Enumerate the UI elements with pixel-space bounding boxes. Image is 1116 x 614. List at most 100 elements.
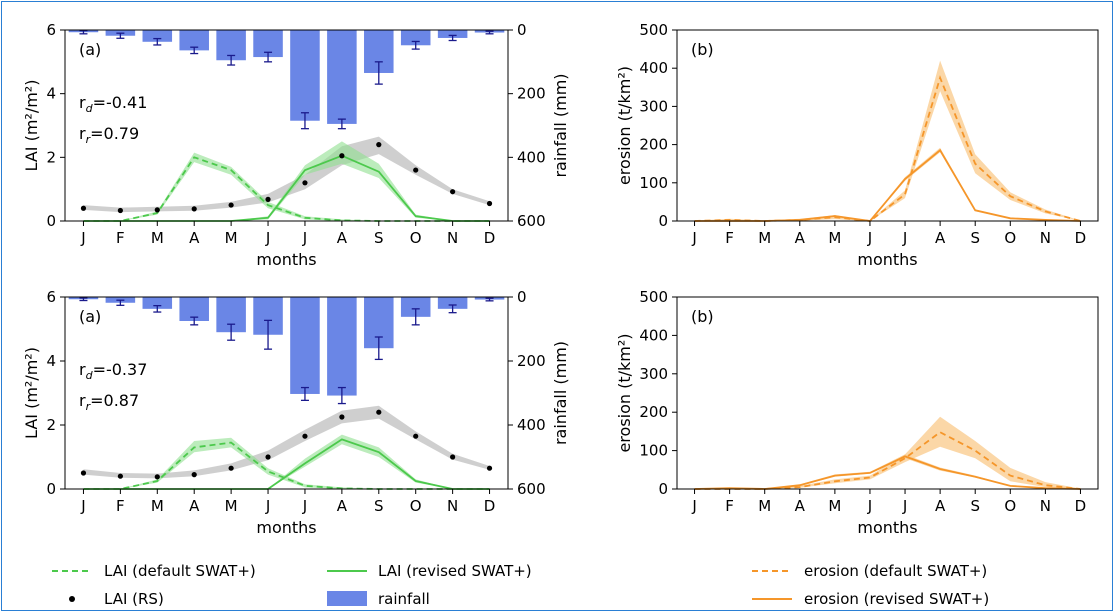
x-axis-label: months — [256, 250, 316, 269]
x-tick-label: A — [189, 229, 200, 247]
lai-rs-point — [376, 409, 382, 415]
y-tick-label-right: 400 — [517, 148, 546, 166]
x-tick-label: M — [828, 229, 841, 247]
y-tick-label-left: 4 — [46, 352, 56, 370]
x-tick-label: O — [1004, 497, 1016, 515]
erosion-panel-4: J F M A M J J A S O N D 0 100 200 300 400 500 months erosio… — [615, 288, 1099, 537]
x-tick-label: J — [265, 229, 270, 247]
lai-rs-point — [228, 202, 234, 208]
lai-default-band — [83, 437, 490, 489]
x-tick-label: F — [116, 497, 125, 515]
plot-frame — [64, 29, 509, 222]
lai-rs-point — [339, 414, 345, 420]
y-tick-label-right: 0 — [517, 21, 527, 39]
x-tick-label: J — [867, 229, 872, 247]
erosion-revised-band — [694, 147, 1081, 221]
y-tick-label-left: 6 — [46, 288, 56, 306]
y-axis-label-left: LAI (m²/m²) — [22, 347, 41, 439]
legend-rainfall-swatch — [327, 591, 367, 606]
lai-rs-point — [265, 196, 271, 202]
rainfall-bar — [327, 30, 357, 124]
y-tick-label-left: 0 — [46, 212, 56, 230]
legend-rainfall-label: rainfall — [378, 590, 430, 608]
erosion-revised-line — [694, 148, 1081, 222]
x-tick-label: N — [1040, 229, 1051, 247]
lai-rs-point — [413, 433, 419, 439]
lai-rs-point — [117, 473, 123, 479]
stat-label: rd=-0.37 — [79, 360, 147, 382]
x-tick-label: N — [447, 497, 458, 515]
lai-rs-point — [154, 207, 160, 213]
x-tick-label: D — [1075, 497, 1087, 515]
x-tick-label: M — [151, 497, 164, 515]
x-tick-label: O — [410, 497, 422, 515]
lai-rs-point — [228, 465, 234, 471]
x-tick-label: A — [795, 229, 806, 247]
x-tick-label: S — [970, 497, 980, 515]
y-tick-label: 300 — [639, 365, 668, 383]
x-tick-label: A — [795, 497, 806, 515]
y-axis-label-right: rainfall (mm) — [551, 341, 570, 445]
x-tick-label: D — [1075, 229, 1087, 247]
x-tick-label: D — [484, 229, 496, 247]
x-tick-label: O — [1004, 229, 1016, 247]
rainfall-bar — [437, 297, 468, 309]
lai-default-band — [83, 152, 490, 221]
lai-rs-point — [450, 189, 456, 195]
x-tick-label: M — [758, 229, 771, 247]
lai-rs-point — [80, 470, 87, 476]
erosion-default-band — [694, 60, 1081, 221]
y-tick-label-left: 4 — [46, 85, 56, 103]
panel-label: (b) — [691, 307, 714, 326]
lai-rs-band — [83, 405, 490, 479]
rainfall-bar — [290, 297, 320, 394]
x-axis-label: months — [857, 518, 917, 537]
x-tick-label: A — [337, 497, 348, 515]
x-tick-label: S — [374, 497, 384, 515]
x-tick-label: F — [725, 229, 734, 247]
stat-label: rr=0.79 — [79, 124, 139, 146]
x-tick-label: N — [1040, 497, 1051, 515]
lai-rs-point — [339, 153, 345, 159]
panel-label: (a) — [79, 307, 101, 326]
x-axis-label: months — [256, 518, 316, 537]
x-tick-label: M — [151, 229, 164, 247]
legend-lai-revised-label: LAI (revised SWAT+) — [378, 562, 532, 580]
y-tick-label: 100 — [639, 174, 668, 192]
rainfall-bar — [142, 30, 173, 42]
y-tick-label: 100 — [639, 442, 668, 460]
y-axis-label-right: rainfall (mm) — [551, 73, 570, 177]
x-tick-label: M — [225, 229, 238, 247]
lai-rs-point — [265, 454, 271, 460]
lai-rs-point — [486, 465, 493, 471]
y-tick-label-left: 2 — [46, 148, 56, 166]
x-tick-label: F — [725, 497, 734, 515]
x-tick-label: J — [867, 497, 872, 515]
x-tick-label: M — [758, 497, 771, 515]
legend-lai-rs-label: LAI (RS) — [104, 590, 164, 608]
x-tick-label: S — [970, 229, 980, 247]
lai-rs-point — [450, 454, 456, 460]
stat-label: rd=-0.41 — [79, 93, 147, 115]
y-axis-label-left: LAI (m²/m²) — [22, 80, 41, 172]
x-tick-label: A — [935, 229, 946, 247]
rainfall-bar — [400, 297, 431, 317]
x-tick-label: J — [691, 229, 696, 247]
legend-lai-rs-swatch — [69, 596, 75, 602]
legend-erosion-revised-label: erosion (revised SWAT+) — [804, 590, 989, 608]
x-tick-label: J — [302, 229, 307, 247]
y-tick-label-left: 0 — [46, 480, 56, 498]
lai-rs-point — [302, 180, 308, 186]
x-tick-label: M — [828, 497, 841, 515]
y-tick-label-right: 400 — [517, 416, 546, 434]
x-tick-label: J — [902, 229, 907, 247]
x-axis-label: months — [857, 250, 917, 269]
lai-rs-point — [80, 205, 87, 211]
y-tick-label: 0 — [658, 212, 668, 230]
lai-rs-band — [83, 136, 490, 213]
plot-frame — [676, 296, 1099, 490]
y-tick-label: 500 — [639, 21, 668, 39]
x-tick-label: M — [225, 497, 238, 515]
